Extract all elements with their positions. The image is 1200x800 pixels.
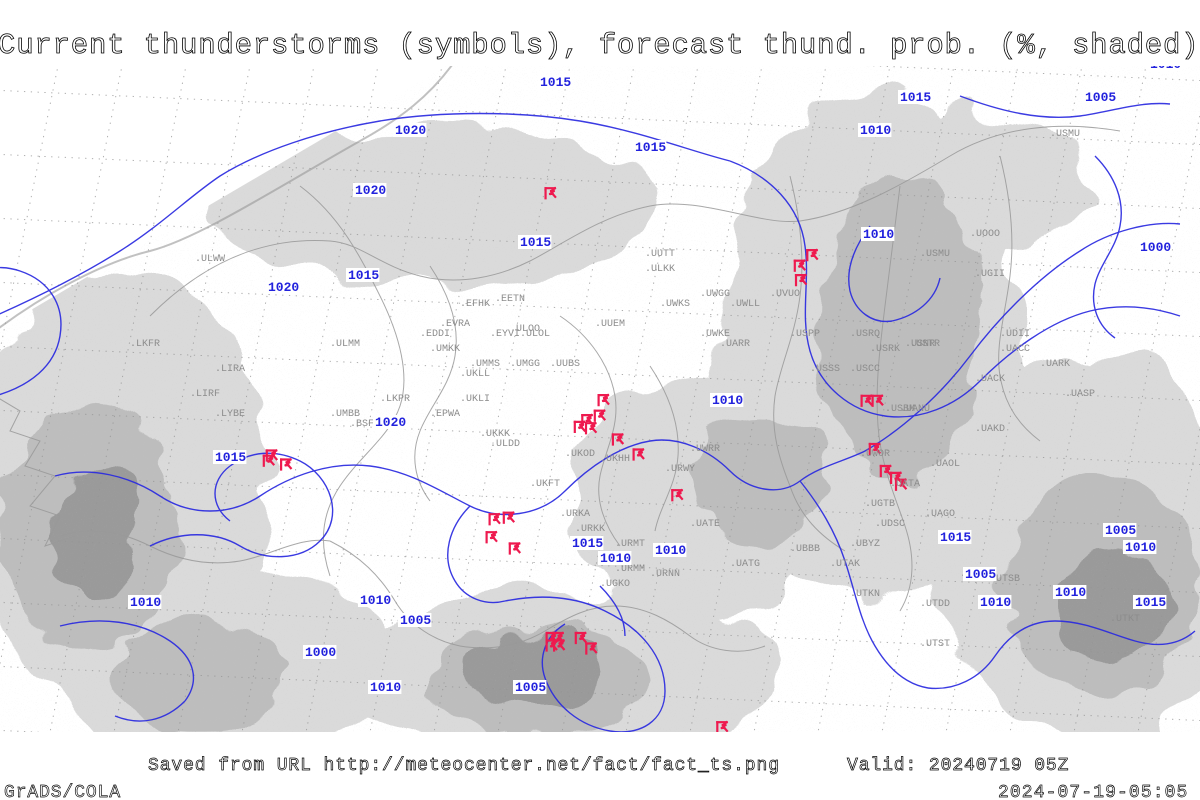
svg-text:1000: 1000: [1140, 240, 1171, 255]
svg-text:1020: 1020: [355, 183, 386, 198]
svg-text:Saved from URL http://meteocen: Saved from URL http://meteocenter.net/fa…: [148, 756, 780, 776]
svg-text:1005: 1005: [965, 567, 996, 582]
svg-text:1010: 1010: [1150, 66, 1181, 72]
svg-text:1010: 1010: [1055, 585, 1086, 600]
svg-text:1020: 1020: [375, 415, 406, 430]
svg-text:1015: 1015: [540, 75, 571, 90]
svg-text:1010: 1010: [712, 393, 743, 408]
svg-text:1020: 1020: [268, 280, 299, 295]
svg-text:1015: 1015: [1135, 595, 1166, 610]
svg-text:1010: 1010: [370, 680, 401, 695]
svg-text:1015: 1015: [900, 90, 931, 105]
svg-text:1015: 1015: [520, 235, 551, 250]
svg-text:1010: 1010: [1125, 540, 1156, 555]
svg-text:1010: 1010: [600, 551, 631, 566]
svg-text:1010: 1010: [863, 227, 894, 242]
svg-text:1010: 1010: [655, 543, 686, 558]
svg-text:1015: 1015: [348, 268, 379, 283]
svg-text:1015: 1015: [215, 450, 246, 465]
svg-text:Valid: 20240719 05Z: Valid: 20240719 05Z: [847, 756, 1069, 776]
svg-text:1005: 1005: [1105, 523, 1136, 538]
svg-text:GrADS/COLA: GrADS/COLA: [4, 783, 121, 800]
svg-text:1010: 1010: [360, 593, 391, 608]
svg-text:1020: 1020: [395, 123, 426, 138]
svg-text:1015: 1015: [635, 140, 666, 155]
svg-text:1015: 1015: [572, 536, 603, 551]
svg-text:Current thunderstorms (symbols: Current thunderstorms (symbols), forecas…: [0, 29, 1199, 62]
svg-text:1015: 1015: [940, 530, 971, 545]
svg-text:1000: 1000: [305, 645, 336, 660]
svg-text:1010: 1010: [860, 123, 891, 138]
svg-text:1010: 1010: [130, 595, 161, 610]
svg-text:2024-07-19-05:05: 2024-07-19-05:05: [998, 783, 1188, 800]
svg-text:1005: 1005: [400, 613, 431, 628]
svg-text:1005: 1005: [1085, 90, 1116, 105]
svg-text:1010: 1010: [980, 595, 1011, 610]
svg-text:1005: 1005: [515, 680, 546, 695]
